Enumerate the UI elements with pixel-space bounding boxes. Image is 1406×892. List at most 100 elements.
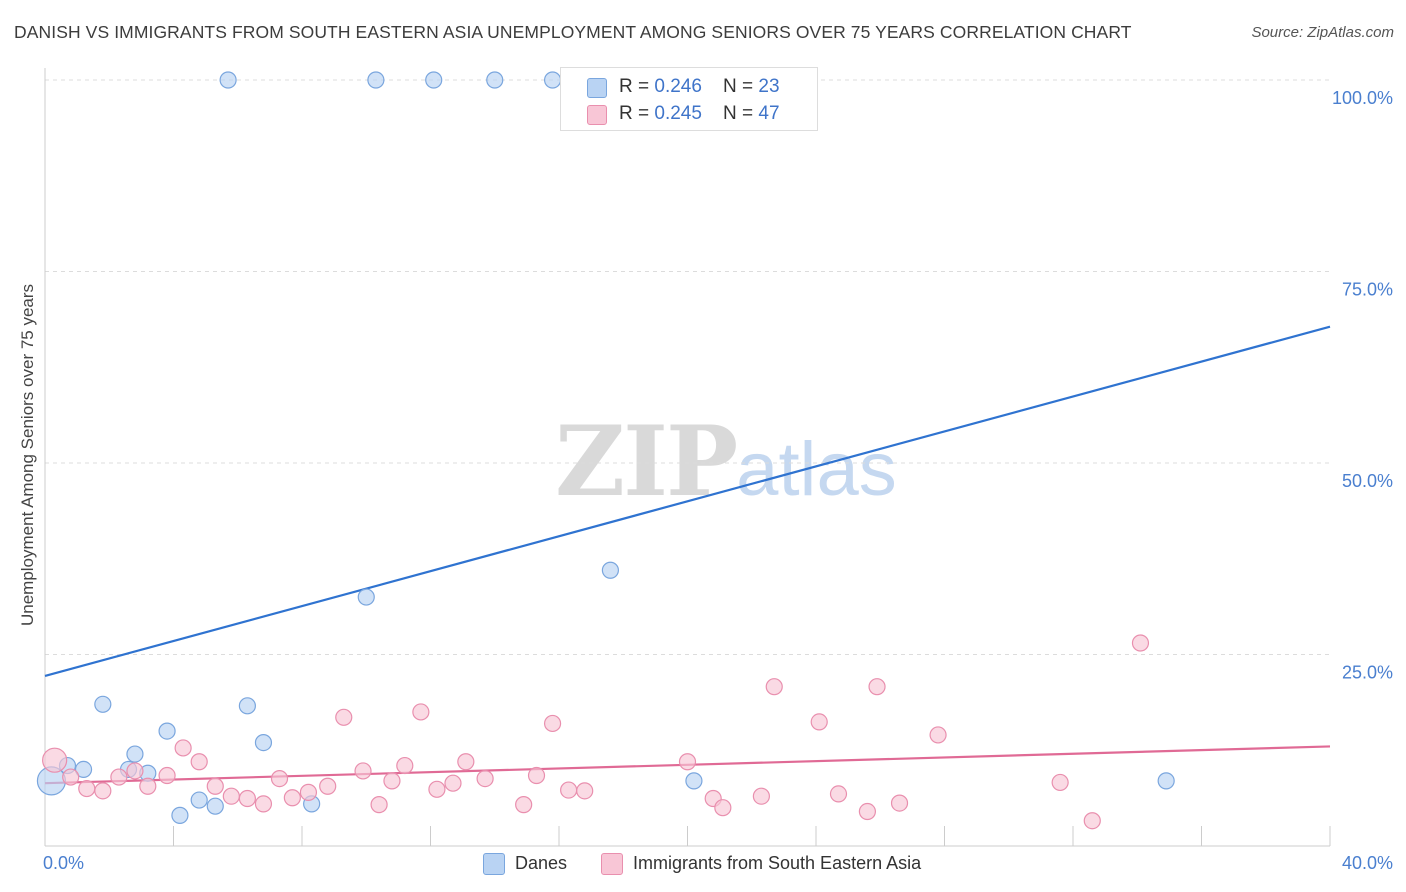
danes-point-7 [158,722,176,740]
danes-point-12 [238,697,256,715]
asia-point-20 [370,796,388,814]
asia-point-13 [254,795,273,813]
trend-lines [44,325,1331,785]
asia-point-1 [62,768,80,786]
asia-n-value: 47 [758,103,780,124]
danes-point-17 [425,71,443,89]
asia-point-25 [444,774,462,792]
asia-point-9 [190,753,208,771]
danes-point-21 [685,772,703,790]
asia-point-44 [1051,773,1069,792]
y-tick-label-3: 100.0% [1332,88,1393,108]
asia-point-43 [929,726,947,744]
asia-stats: R = 0.245 N = 47 [619,103,780,125]
danes-point-20 [601,561,620,579]
asia-point-23 [412,703,430,721]
y-tick-label-2: 75.0% [1342,280,1393,300]
danes-point-5 [126,745,144,763]
correlation-legend: R = 0.246 N = 23 R = 0.245 N = 47 [560,67,818,131]
watermark-atlas: atlas [736,427,897,512]
asia-point-12 [238,789,256,808]
danes-point-9 [190,791,208,809]
asia-point-45 [1083,812,1101,830]
danes-r-value: 0.246 [654,76,702,97]
asia-point-14 [270,769,289,788]
asia-point-29 [527,766,546,785]
source-label: Source: ZipAtlas.com [1251,24,1394,41]
asia-point-46 [1131,634,1150,652]
asia-point-41 [868,678,886,696]
asia-point-26 [457,753,475,771]
danes-point-22 [1157,772,1175,790]
x-tick-label-1: 40.0% [1342,853,1393,873]
danes-point-8 [171,806,189,824]
danes-trend-line [44,325,1331,678]
bottom-danes-swatch [483,853,505,875]
watermark: ZIPatlas [555,405,897,518]
danes-swatch [587,78,607,98]
asia-point-4 [110,768,128,786]
asia-point-42 [890,794,909,812]
danes-point-3 [94,695,112,713]
asia-swatch [587,105,607,125]
axis-labels: 25.0% 50.0% 75.0% 100.0% 0.0% 40.0% Unemployme… [18,88,1393,873]
asia-point-18 [335,708,353,726]
asia-point-28 [515,796,533,814]
asia-point-37 [765,678,783,696]
asia-point-31 [560,781,578,799]
asia-point-21 [383,772,401,790]
danes-point-2 [74,760,93,779]
asia-point-36 [752,787,770,805]
y-tick-label-0: 25.0% [1342,663,1393,683]
danes-point-15 [357,588,375,606]
danes-point-11 [219,71,237,89]
danes-n-label: N = [723,76,759,97]
asia-point-2 [78,779,96,798]
data-points [36,71,1175,830]
asia-point-8 [174,739,192,757]
chart-title: DANISH VS IMMIGRANTS FROM SOUTH EASTERN … [14,22,1132,42]
asia-point-0 [42,747,68,773]
y-axis-title: Unemployment Among Seniors over 75 years [18,284,37,626]
danes-point-13 [254,733,273,752]
asia-point-3 [94,782,112,800]
bottom-asia-label: Immigrants from South Eastern Asia [633,853,922,873]
asia-point-24 [428,780,446,798]
asia-point-35 [714,799,732,817]
grid-lines [45,79,1330,655]
danes-point-19 [543,71,562,89]
y-tick-label-1: 50.0% [1342,471,1393,491]
danes-stats: R = 0.246 N = 23 [619,76,780,98]
asia-point-27 [476,769,494,788]
axes [44,68,1331,847]
danes-point-18 [486,71,504,89]
asia-point-19 [354,762,372,780]
bottom-danes-label: Danes [515,853,568,873]
asia-point-38 [810,713,828,731]
danes-point-16 [367,71,385,89]
asia-point-40 [858,802,877,821]
asia-point-10 [206,777,224,795]
asia-r-value: 0.245 [654,103,702,124]
asia-point-6 [139,777,157,795]
asia-n-label: N = [723,103,759,124]
asia-r-label: R = [619,103,655,124]
danes-point-10 [206,797,224,815]
asia-point-39 [829,785,848,803]
asia-point-17 [319,777,337,795]
asia-point-30 [543,714,562,733]
asia-point-15 [283,789,301,807]
asia-point-16 [299,783,318,801]
x-tick-label-0: 0.0% [43,853,84,873]
danes-n-value: 23 [758,76,780,97]
asia-point-5 [126,762,144,780]
danes-r-label: R = [619,76,655,97]
watermark-zip: ZIP [555,405,738,518]
asia-point-22 [396,756,414,775]
asia-point-7 [158,766,176,785]
asia-point-33 [678,753,697,771]
asia-point-11 [222,787,240,805]
asia-point-32 [576,782,594,800]
bottom-asia-swatch [601,853,623,875]
